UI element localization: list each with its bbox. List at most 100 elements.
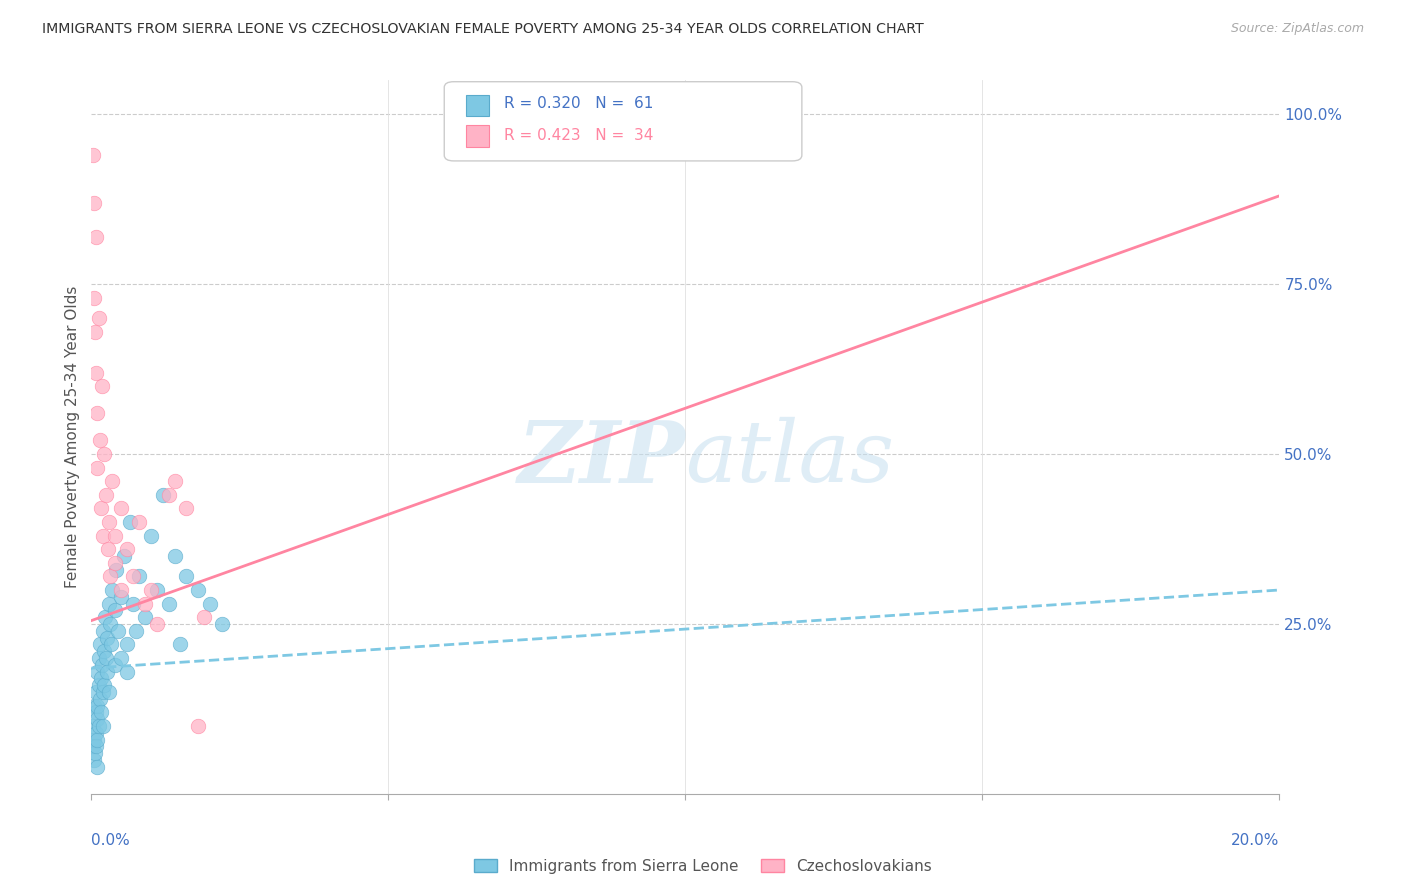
- Point: [84, 746, 107, 760]
- Point: [83, 195, 105, 210]
- Point: [104, 528, 127, 542]
- Point: [122, 597, 145, 611]
- Point: [84, 725, 107, 739]
- Point: [86, 665, 108, 679]
- Point: [86, 732, 108, 747]
- Point: [169, 637, 191, 651]
- Point: [100, 569, 122, 583]
- Point: [83, 732, 105, 747]
- Text: IMMIGRANTS FROM SIERRA LEONE VS CZECHOSLOVAKIAN FEMALE POVERTY AMONG 25-34 YEAR : IMMIGRANTS FROM SIERRA LEONE VS CZECHOSL…: [42, 22, 924, 37]
- Point: [89, 637, 111, 651]
- Point: [98, 617, 121, 632]
- Point: [87, 678, 110, 692]
- Point: [157, 488, 180, 502]
- Point: [176, 501, 198, 516]
- Point: [104, 603, 127, 617]
- Point: [187, 582, 209, 597]
- Point: [115, 637, 138, 651]
- Point: [82, 739, 104, 754]
- Point: [84, 366, 107, 380]
- Point: [193, 610, 215, 624]
- Point: [91, 685, 114, 699]
- Point: [110, 590, 132, 604]
- Point: [90, 706, 112, 720]
- Point: [90, 501, 112, 516]
- Point: [187, 719, 209, 733]
- Point: [91, 719, 114, 733]
- Point: [97, 542, 120, 557]
- Point: [107, 624, 129, 638]
- Point: [134, 597, 156, 611]
- Point: [83, 698, 105, 713]
- Point: [176, 569, 198, 583]
- Point: [152, 488, 174, 502]
- Point: [86, 698, 108, 713]
- Text: 0.0%: 0.0%: [91, 833, 131, 848]
- Point: [82, 719, 104, 733]
- Point: [115, 665, 138, 679]
- Point: [93, 678, 115, 692]
- Point: [139, 582, 162, 597]
- Point: [91, 528, 114, 542]
- Legend: Immigrants from Sierra Leone, Czechoslovakians: Immigrants from Sierra Leone, Czechoslov…: [468, 853, 938, 880]
- Point: [83, 753, 105, 767]
- Point: [163, 475, 186, 489]
- FancyBboxPatch shape: [465, 125, 489, 146]
- Point: [86, 460, 108, 475]
- Point: [98, 597, 121, 611]
- Point: [125, 624, 148, 638]
- Point: [96, 488, 118, 502]
- Text: R = 0.423   N =  34: R = 0.423 N = 34: [503, 128, 652, 144]
- Point: [200, 597, 222, 611]
- Point: [86, 406, 108, 420]
- Point: [87, 311, 110, 326]
- Point: [101, 582, 124, 597]
- Point: [211, 617, 233, 632]
- Y-axis label: Female Poverty Among 25-34 Year Olds: Female Poverty Among 25-34 Year Olds: [65, 286, 80, 588]
- Point: [84, 706, 107, 720]
- Point: [87, 651, 110, 665]
- Point: [105, 563, 128, 577]
- Point: [104, 657, 127, 672]
- Point: [83, 291, 105, 305]
- Point: [84, 325, 107, 339]
- Point: [157, 597, 180, 611]
- Text: atlas: atlas: [685, 417, 894, 500]
- Point: [89, 691, 111, 706]
- Point: [110, 651, 132, 665]
- Point: [98, 685, 121, 699]
- Point: [96, 665, 118, 679]
- Text: 20.0%: 20.0%: [1232, 833, 1279, 848]
- Point: [84, 739, 107, 754]
- Point: [84, 685, 107, 699]
- Point: [90, 671, 112, 685]
- Point: [118, 515, 141, 529]
- Point: [91, 657, 114, 672]
- Point: [122, 569, 145, 583]
- Point: [86, 712, 108, 726]
- Point: [110, 582, 132, 597]
- Point: [84, 229, 107, 244]
- Point: [101, 475, 124, 489]
- Text: Source: ZipAtlas.com: Source: ZipAtlas.com: [1230, 22, 1364, 36]
- Point: [145, 617, 167, 632]
- Point: [145, 582, 167, 597]
- Point: [93, 447, 115, 461]
- Point: [104, 556, 127, 570]
- Point: [100, 637, 122, 651]
- Point: [128, 515, 150, 529]
- Point: [91, 624, 114, 638]
- Point: [134, 610, 156, 624]
- FancyBboxPatch shape: [465, 95, 489, 116]
- Point: [128, 569, 150, 583]
- Point: [163, 549, 186, 563]
- Point: [82, 148, 104, 162]
- Point: [93, 644, 115, 658]
- Text: ZIP: ZIP: [517, 417, 685, 500]
- Point: [89, 434, 111, 448]
- Point: [115, 542, 138, 557]
- Point: [91, 379, 114, 393]
- Point: [87, 719, 110, 733]
- FancyBboxPatch shape: [444, 82, 801, 161]
- Point: [94, 610, 117, 624]
